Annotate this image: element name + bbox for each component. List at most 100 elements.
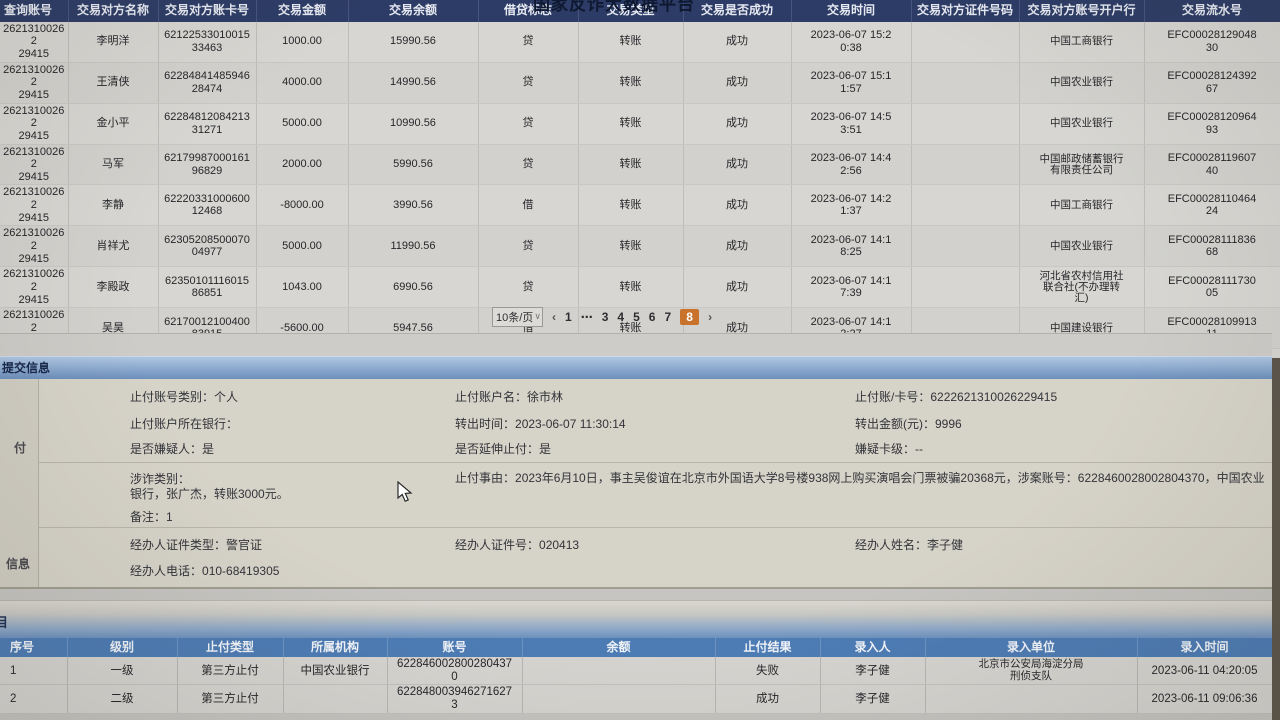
cell-time: 2023-06-07 15:2 0:38	[791, 21, 912, 63]
cell-amount: 2000.00	[256, 144, 349, 186]
cell-time: 2023-06-07 14:2 1:37	[791, 184, 912, 227]
submit-info-panel: 提交信息 付 信息 止付账号类别：个人 止付账户名：徐市林 止付账/卡号：622…	[0, 356, 1272, 589]
field-remark: 备注：1	[130, 510, 173, 524]
field-operator-cert-type: 经办人证件类型：警官证	[130, 538, 263, 552]
column-header: 交易对方名称	[68, 0, 159, 22]
cell-bank: 中国农业银行	[1019, 225, 1145, 268]
cell-card: 62179987000161 96829	[158, 144, 257, 186]
cell-amount: 4000.00	[256, 62, 349, 104]
cell-flag: 贷	[478, 144, 579, 186]
cell-success: 成功	[683, 266, 792, 309]
cell-query-account: 26213100262 29415	[0, 144, 69, 186]
divider	[39, 462, 1272, 463]
column-header: 交易对方账卡号	[158, 0, 257, 22]
cell-balance: 10990.56	[348, 103, 479, 145]
cell-success: 成功	[683, 184, 792, 227]
field-suspect-card-level: 嫌疑卡级：--	[855, 442, 924, 456]
cell-balance: 15990.56	[348, 21, 479, 63]
cell-query-account: 26213100262 29415	[0, 103, 69, 145]
cell-name: 马军	[68, 144, 159, 186]
cell-type: 转账	[578, 225, 684, 268]
cell-cert	[911, 62, 1020, 104]
cell-card: 62305208500070 04977	[158, 225, 257, 268]
cell-serial: EFC00028124392 67	[1144, 62, 1280, 104]
page-ellipsis[interactable]: ⋯	[580, 310, 593, 324]
column-header: 交易对方证件号码	[911, 0, 1020, 22]
transaction-row: 26213100262 29415 金小平 62284812084213 31271…	[0, 103, 1280, 145]
section-partial-label: 目	[0, 615, 9, 630]
page-number[interactable]: 1	[565, 310, 572, 324]
side-tab-stop-label: 付	[14, 441, 27, 455]
page-size-select[interactable]: 10条/页 ∨	[492, 307, 543, 327]
column-header: 交易余额	[348, 0, 479, 22]
cell-time: 2023-06-07 15:1 1:57	[791, 62, 912, 104]
page-number[interactable]: 4	[617, 310, 625, 324]
cell-flag: 贷	[478, 266, 579, 309]
page-number[interactable]: 5	[633, 310, 640, 324]
screen-edge-strip	[1272, 358, 1280, 720]
cell-level: 二级	[67, 684, 178, 714]
cell-stop-type: 第三方止付	[177, 684, 284, 714]
cell-type: 转账	[578, 266, 684, 309]
transaction-row: 26213100262 29415 李殿政 62350101116015 86851…	[0, 266, 1280, 309]
column-header: 交易对方账号开户行	[1019, 0, 1145, 22]
cell-record-time: 2023-06-11 09:06:36	[1137, 684, 1273, 714]
field-transfer-amount: 转出金额(元)：9996	[855, 417, 962, 431]
cell-stop-type: 第三方止付	[177, 657, 284, 686]
cell-org: 中国农业银行	[283, 657, 388, 686]
cell-success: 成功	[683, 21, 792, 63]
field-bank: 止付账户所在银行：	[130, 417, 239, 431]
stop-table-header-row: 序号 级别 止付类型 所属机构 账号 余额 止付结果 录入人 录入单位 录入时间	[0, 638, 1273, 658]
page-number[interactable]: 3	[601, 310, 609, 324]
cell-balance	[522, 684, 716, 714]
prev-page-button[interactable]: ‹	[552, 310, 556, 324]
cell-balance	[522, 657, 716, 686]
cell-name: 肖祥尤	[68, 225, 159, 268]
field-account-name: 止付账户名：徐市林	[455, 390, 564, 404]
cell-success: 成功	[683, 62, 792, 104]
transactions-header-row: 查询账号 交易对方名称 交易对方账卡号 交易金额 交易余额 借贷标志 交易类型 …	[0, 0, 1280, 22]
divider	[39, 527, 1272, 528]
cell-serial: EFC00028111836 68	[1144, 225, 1280, 268]
cell-unit	[925, 684, 1138, 714]
field-fraud-type: 涉诈类别：	[130, 472, 191, 486]
field-account-type: 止付账号类别：个人	[130, 390, 239, 404]
cell-type: 转账	[578, 21, 684, 63]
page-number[interactable]: 7	[664, 310, 672, 324]
cell-query-account: 26213100262 29415	[0, 62, 69, 104]
cell-serial: EFC00028120964 93	[1144, 103, 1280, 145]
cell-level: 一级	[67, 657, 178, 686]
field-extend-stop: 是否延伸止付：是	[455, 442, 552, 456]
cell-name: 李静	[68, 184, 159, 227]
cell-bank: 中国农业银行	[1019, 62, 1145, 104]
column-header: 录入人	[820, 638, 926, 658]
column-header: 止付结果	[715, 638, 821, 658]
cell-cert	[911, 266, 1020, 309]
cell-flag: 贷	[478, 62, 579, 104]
cell-amount: 1000.00	[256, 21, 349, 63]
side-tab-strip: 付 信息	[0, 379, 39, 587]
cell-amount: -8000.00	[256, 184, 349, 227]
cell-query-account: 26213100262 29415	[0, 21, 69, 63]
stop-record-row: 1 一级 第三方止付 中国农业银行 622846002800280437 0 失败 李子健北…	[0, 657, 1273, 686]
next-page-button[interactable]: ›	[708, 310, 713, 324]
cell-balance: 5990.56	[348, 144, 479, 186]
cell-name: 金小平	[68, 103, 159, 145]
cell-balance: 6990.56	[348, 266, 479, 309]
cell-amount: -5600.00	[256, 307, 349, 350]
page-number-active[interactable]: 8	[680, 309, 700, 325]
cell-org	[283, 684, 388, 714]
field-card-no: 止付账/卡号：6222621310026229415	[855, 390, 1058, 404]
field-operator-cert-no: 经办人证件号：020413	[455, 538, 580, 552]
cell-type: 转账	[578, 103, 684, 145]
column-header: 查询账号	[0, 0, 69, 22]
page-number[interactable]: 6	[648, 310, 656, 324]
transaction-row: 26213100262 29415 李明洋 62122533010015 33463…	[0, 21, 1280, 63]
column-header: 录入单位	[925, 638, 1138, 658]
cell-success: 成功	[683, 144, 792, 186]
cell-type: 转账	[578, 62, 684, 104]
column-header: 余额	[522, 638, 716, 658]
column-header: 所属机构	[283, 638, 388, 658]
transaction-row: 26213100262 29415 马军 62179987000161 96829 2…	[0, 144, 1280, 186]
cell-account: 622848003946271627 3	[387, 684, 523, 714]
